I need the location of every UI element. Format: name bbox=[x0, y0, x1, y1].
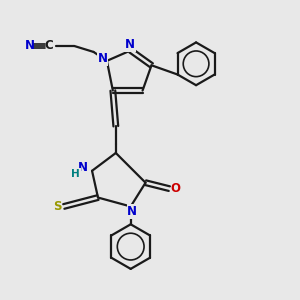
Text: O: O bbox=[171, 182, 181, 195]
Text: N: N bbox=[78, 161, 88, 174]
Text: S: S bbox=[53, 200, 61, 213]
Text: C: C bbox=[45, 40, 53, 52]
Text: H: H bbox=[71, 169, 80, 179]
Text: N: N bbox=[98, 52, 107, 65]
Text: N: N bbox=[25, 40, 34, 52]
Text: N: N bbox=[127, 205, 137, 218]
Text: N: N bbox=[125, 38, 135, 51]
